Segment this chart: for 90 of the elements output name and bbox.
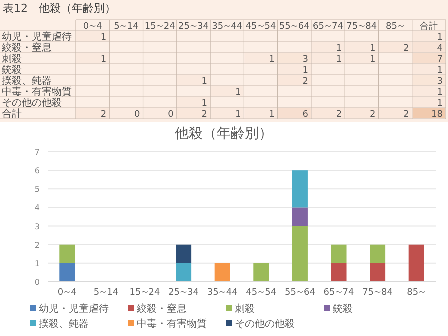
- y-tick-label: 撲殺、鈍器: [2, 75, 52, 87]
- data-label: 0: [168, 110, 174, 120]
- x-tick-label: 55~64: [279, 22, 310, 32]
- x-tick-label: 65~74: [324, 288, 354, 298]
- y-tick-label: 中毒・有害物質: [2, 86, 72, 98]
- data-label: 1: [437, 99, 443, 109]
- chart-title: 他殺（年齢別）: [175, 126, 273, 142]
- data-label: 2: [202, 110, 208, 120]
- chart-title: 表12 他殺（年齢別）: [3, 2, 116, 15]
- x-tick-label: 75~84: [346, 22, 378, 32]
- y-tick-label: 2: [34, 240, 40, 250]
- data-label: 1: [437, 66, 443, 76]
- x-tick-label: 15~24: [144, 22, 176, 32]
- data-label: 2: [336, 110, 342, 120]
- data-label: 2: [302, 77, 308, 87]
- y-tick-label: 6: [34, 166, 40, 176]
- data-label: 1: [336, 55, 342, 65]
- y-tick-label: 絞殺・窒息: [1, 42, 52, 54]
- x-tick-label: 35~44: [207, 288, 238, 298]
- legend-label: その他の他殺: [235, 318, 295, 330]
- data-label: 18: [432, 110, 444, 120]
- y-tick-label: 0: [34, 278, 40, 287]
- legend-label: 中毒・有害物質: [137, 318, 207, 330]
- x-tick-label: 0~4: [83, 22, 103, 32]
- data-label: 2: [100, 110, 107, 120]
- data-label: 2: [370, 110, 376, 120]
- data-label: 3: [437, 77, 443, 87]
- data-label: 1: [269, 110, 275, 120]
- x-tick-label: 0~4: [58, 288, 78, 298]
- data-label: 1: [235, 88, 242, 98]
- data-label: 2: [404, 44, 410, 54]
- y-tick-label: 刺殺: [2, 53, 22, 65]
- bar: [60, 244, 76, 264]
- x-tick-label: 45~54: [246, 22, 276, 32]
- data-label: 1: [202, 99, 208, 109]
- data-label: 1: [370, 44, 376, 54]
- y-tick-label: 合計: [2, 108, 22, 120]
- data-label: 1: [100, 55, 107, 65]
- x-tick-label: 15~24: [130, 288, 160, 298]
- bar: [60, 263, 76, 282]
- data-label: 4: [437, 44, 444, 54]
- data-label: 7: [437, 55, 443, 65]
- y-tick-label: 3: [34, 222, 40, 232]
- data-label: 0: [134, 110, 141, 120]
- x-tick-label: 65~74: [313, 22, 344, 32]
- bar: [176, 263, 192, 282]
- data-label: 1: [437, 88, 443, 98]
- data-label: 3: [302, 55, 308, 65]
- data-label: 6: [302, 110, 309, 120]
- data-label: 2: [404, 110, 410, 120]
- bar: [254, 263, 270, 282]
- bar: [370, 244, 386, 264]
- bar: [292, 208, 308, 226]
- y-tick-label: 1: [34, 259, 40, 268]
- x-tick-label: 45~54: [246, 288, 277, 298]
- x-tick-label: 75~84: [362, 288, 394, 298]
- x-tick-label: 25~34: [178, 22, 210, 32]
- data-label: 1: [437, 33, 443, 43]
- x-tick-label: 85~: [386, 22, 406, 32]
- bar: [408, 244, 424, 282]
- x-tick-label: 35~44: [212, 22, 243, 32]
- data-label: 1: [269, 55, 275, 65]
- legend-label: 銃殺: [333, 303, 353, 315]
- y-tick-label: 5: [34, 185, 40, 194]
- x-tick-label: 25~34: [168, 288, 200, 298]
- data-label: 1: [100, 33, 107, 43]
- bar: [331, 263, 347, 282]
- data-label: 1: [302, 66, 308, 76]
- y-tick-label: 7: [34, 148, 40, 157]
- bar: [370, 263, 386, 282]
- legend-label: 絞殺・窒息: [136, 303, 187, 315]
- x-tick-label: 合計: [420, 21, 438, 32]
- data-label: 1: [370, 55, 376, 65]
- y-tick-label: 幼児・児童虐待: [2, 31, 72, 43]
- y-tick-label: 4: [34, 204, 40, 213]
- bar: [292, 226, 308, 282]
- x-tick-label: 55~64: [284, 288, 316, 298]
- legend-label: 刺殺: [235, 303, 255, 315]
- x-tick-label: 5~14: [94, 288, 119, 298]
- bar: [331, 244, 347, 264]
- bar: [176, 244, 192, 264]
- x-tick-label: 5~14: [114, 22, 140, 32]
- bar: [292, 170, 308, 208]
- data-label: 1: [336, 44, 342, 54]
- y-tick-label: 銃殺: [2, 64, 22, 76]
- data-label: 1: [235, 110, 242, 120]
- bar: [214, 263, 230, 282]
- y-tick-label: その他の他殺: [2, 97, 62, 109]
- data-label: 1: [202, 77, 208, 87]
- x-tick-label: 85~: [407, 288, 426, 298]
